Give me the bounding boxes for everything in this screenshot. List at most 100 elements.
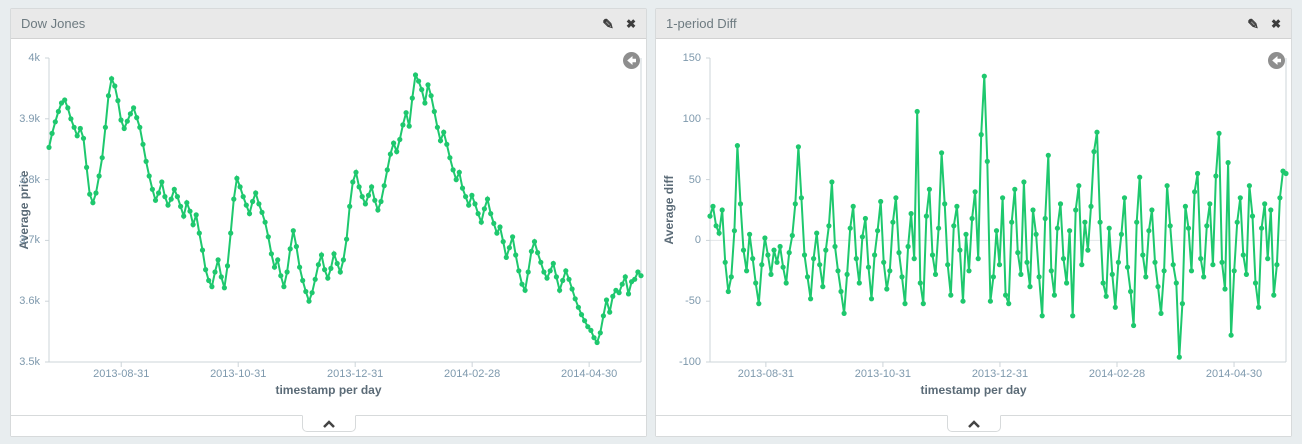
data-point[interactable] [353, 169, 359, 175]
data-point[interactable] [1070, 313, 1076, 319]
edit-icon[interactable]: ✎ [602, 15, 614, 32]
data-point[interactable] [850, 203, 856, 209]
data-point[interactable] [747, 231, 753, 237]
data-point[interactable] [378, 198, 384, 205]
data-point[interactable] [350, 179, 356, 185]
data-point[interactable] [105, 93, 112, 99]
data-point[interactable] [99, 155, 105, 161]
data-point[interactable] [1003, 292, 1009, 298]
data-point[interactable] [193, 212, 199, 218]
data-point[interactable] [525, 269, 531, 275]
data-point[interactable] [553, 274, 560, 280]
data-point[interactable] [783, 280, 789, 286]
data-point[interactable] [1143, 274, 1149, 280]
data-point[interactable] [547, 268, 553, 274]
data-point[interactable] [510, 234, 516, 240]
data-point[interactable] [131, 105, 137, 111]
data-point[interactable] [1185, 225, 1192, 231]
data-point[interactable] [893, 195, 899, 201]
data-point[interactable] [199, 247, 206, 253]
chart-dow-jones[interactable]: Average price timestamp per day 4k 3.9k 3.… [11, 39, 646, 416]
data-point[interactable] [422, 100, 428, 106]
data-point[interactable] [872, 252, 878, 258]
data-point[interactable] [616, 290, 622, 296]
data-point[interactable] [250, 198, 256, 205]
data-point[interactable] [853, 256, 859, 262]
data-point[interactable] [801, 252, 808, 258]
data-point[interactable] [1259, 225, 1265, 231]
data-point[interactable] [744, 268, 750, 274]
data-point[interactable] [619, 281, 625, 287]
data-point[interactable] [187, 208, 193, 214]
data-point[interactable] [1256, 304, 1262, 310]
data-point[interactable] [121, 125, 127, 132]
data-point[interactable] [899, 274, 905, 280]
close-icon[interactable]: ✖ [625, 16, 636, 31]
panel-header-1-period-diff[interactable]: 1-period Diff ✎ ✖ [656, 9, 1291, 39]
data-point[interactable] [957, 247, 963, 253]
data-point[interactable] [306, 298, 312, 304]
data-point[interactable] [1170, 262, 1176, 268]
data-point[interactable] [722, 259, 728, 265]
data-point[interactable] [1033, 231, 1039, 237]
data-point[interactable] [68, 116, 74, 122]
data-point[interactable] [409, 95, 415, 101]
data-point[interactable] [519, 281, 525, 287]
data-point[interactable] [1228, 332, 1234, 338]
data-point[interactable] [268, 251, 274, 257]
data-point[interactable] [1021, 179, 1027, 185]
data-point[interactable] [112, 83, 118, 89]
data-point[interactable] [49, 130, 55, 136]
data-point[interactable] [814, 230, 820, 236]
data-point[interactable] [597, 330, 603, 336]
data-point[interactable] [234, 175, 240, 181]
data-point[interactable] [469, 192, 475, 198]
data-point[interactable] [1039, 313, 1045, 319]
data-point[interactable] [165, 202, 171, 208]
data-point[interactable] [622, 274, 628, 280]
data-point[interactable] [1179, 301, 1185, 307]
data-point[interactable] [566, 276, 572, 282]
data-point[interactable] [740, 247, 747, 253]
data-point[interactable] [896, 250, 902, 256]
data-point[interactable] [312, 276, 318, 282]
data-point[interactable] [181, 213, 187, 219]
data-point[interactable] [610, 293, 616, 299]
data-point[interactable] [1036, 274, 1042, 280]
data-point[interactable] [917, 280, 923, 286]
data-point[interactable] [1085, 247, 1091, 253]
data-point[interactable] [914, 108, 920, 115]
data-point[interactable] [412, 72, 419, 78]
data-point[interactable] [638, 273, 644, 279]
data-point[interactable] [184, 200, 190, 206]
data-point[interactable] [96, 173, 102, 179]
data-point[interactable] [1216, 130, 1222, 136]
data-point[interactable] [1106, 225, 1112, 231]
data-point[interactable] [494, 230, 500, 236]
data-point[interactable] [259, 209, 265, 215]
data-point[interactable] [1103, 293, 1109, 299]
data-point[interactable] [1097, 219, 1103, 225]
data-point[interactable] [109, 76, 115, 82]
data-point[interactable] [196, 230, 202, 236]
data-point[interactable] [756, 301, 762, 307]
data-point[interactable] [1204, 223, 1210, 229]
data-point[interactable] [1274, 262, 1280, 268]
data-point[interactable] [865, 264, 872, 270]
data-point[interactable] [372, 197, 378, 203]
data-point[interactable] [134, 115, 140, 121]
data-point[interactable] [203, 267, 209, 273]
data-point[interactable] [271, 264, 278, 270]
data-point[interactable] [1192, 189, 1198, 195]
data-point[interactable] [1237, 195, 1243, 201]
data-point[interactable] [55, 108, 62, 115]
data-point[interactable] [444, 141, 450, 147]
data-point[interactable] [878, 198, 884, 205]
close-icon[interactable]: ✖ [1270, 16, 1281, 31]
data-point[interactable] [969, 215, 975, 222]
data-point[interactable] [1167, 223, 1173, 229]
data-point[interactable] [987, 298, 993, 304]
data-point[interactable] [884, 286, 890, 292]
data-point[interactable] [174, 194, 180, 200]
data-point[interactable] [143, 158, 149, 164]
